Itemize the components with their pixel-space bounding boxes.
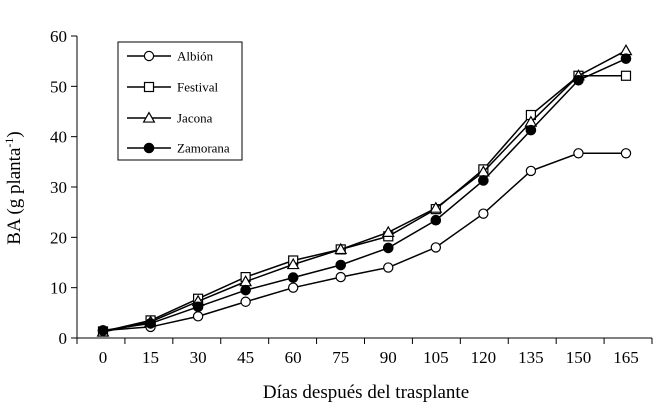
series-line [102, 75, 626, 333]
series-2 [96, 43, 633, 337]
series-3 [97, 53, 632, 336]
y-tick-label: 30 [50, 178, 67, 197]
y-tick-label: 40 [50, 128, 67, 147]
series-line [102, 57, 627, 332]
x-tick-label: 0 [99, 348, 108, 367]
y-axis-title-sup: -1 [2, 138, 16, 148]
x-tick-label: 150 [566, 348, 592, 367]
data-point-filled-circle [382, 242, 394, 254]
legend-label: Festival [177, 80, 219, 95]
data-point-triangle [334, 242, 348, 255]
series-line [102, 49, 627, 333]
data-point-square [620, 70, 632, 81]
x-tick-label: 120 [471, 348, 497, 367]
x-tick-label: 90 [380, 348, 397, 367]
data-point-circle [287, 282, 299, 293]
series-line [102, 152, 626, 332]
x-tick-label: 30 [190, 348, 207, 367]
data-point-circle [383, 262, 394, 273]
x-tick-label: 105 [423, 348, 449, 367]
x-axis-title: Días después del trasplante [263, 382, 469, 403]
x-tick-label: 75 [332, 348, 349, 367]
y-tick-label: 0 [59, 329, 68, 348]
y-axis-title-main: BA (g planta [4, 147, 25, 245]
data-point-filled-circle [97, 325, 109, 336]
data-point-filled-circle [240, 284, 251, 296]
data-point-circle [335, 271, 346, 283]
y-axis-title: BA (g planta-1) [2, 131, 25, 244]
y-tick-label: 60 [50, 27, 67, 46]
data-point-circle [192, 311, 204, 322]
data-point-triangle [429, 201, 443, 213]
data-point-filled-circle [143, 142, 155, 154]
x-tick-label: 60 [285, 348, 302, 367]
legend-label: Albión [177, 49, 214, 64]
data-point-filled-circle [478, 175, 489, 186]
data-point-circle [525, 165, 537, 177]
data-point-filled-circle [573, 74, 584, 86]
data-point-circle [240, 296, 251, 307]
data-point-circle [573, 148, 584, 159]
legend-label: Jacona [177, 111, 213, 126]
data-point-filled-circle [335, 259, 347, 271]
x-tick-label: 45 [237, 348, 254, 367]
data-point-filled-circle [525, 124, 537, 136]
data-point-filled-circle [287, 272, 299, 283]
legend: Albión Festival Jacona Zamorana [117, 41, 243, 161]
legend-box [117, 41, 243, 161]
y-tick-label: 50 [50, 77, 67, 96]
data-point-square [143, 81, 155, 93]
data-point-circle [620, 148, 632, 159]
data-point-filled-circle [430, 214, 442, 226]
data-point-triangle [619, 43, 633, 56]
data-point-triangle [286, 257, 300, 270]
series-layer [96, 43, 633, 337]
y-tick-label: 20 [50, 228, 67, 247]
series-0 [97, 148, 632, 336]
legend-label: Zamorana [177, 141, 230, 156]
y-tick-label: 10 [50, 279, 67, 298]
axes: 0 10 20 30 40 50 60 0 15 30 45 60 75 90 105 120 135 150 16… [50, 27, 653, 367]
x-tick-label: 15 [142, 348, 159, 367]
data-point-filled-circle [145, 318, 156, 329]
x-tick-label: 135 [518, 348, 544, 367]
data-point-circle [430, 242, 442, 253]
data-point-circle [143, 50, 155, 62]
y-axis-title-end: ) [4, 131, 25, 137]
data-point-triangle [381, 225, 395, 237]
data-point-triangle [142, 111, 156, 123]
data-point-filled-circle [620, 53, 632, 64]
data-point-filled-circle [192, 301, 204, 313]
data-point-circle [478, 208, 489, 219]
x-tick-label: 165 [613, 348, 639, 367]
